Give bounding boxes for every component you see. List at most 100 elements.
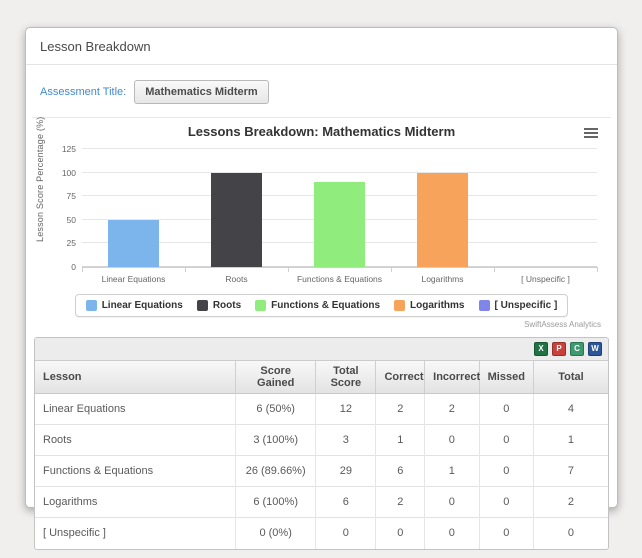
results-table: Lesson Score Gained Total Score Correct Inco… bbox=[35, 361, 608, 549]
legend-swatch-roots bbox=[196, 300, 208, 311]
x-axis-labels: Linear Equations Roots Functions & Equatio… bbox=[82, 274, 597, 284]
table-row: Logarithms 6 (100%) 6 2 0 0 2 bbox=[35, 486, 608, 518]
cell-incorrect: 1 bbox=[424, 455, 480, 487]
bar-cell-logarithms bbox=[391, 149, 494, 267]
cell-lesson: [ Unspecific ] bbox=[35, 517, 236, 549]
table-header-row: Lesson Score Gained Total Score Correct Inco… bbox=[35, 361, 608, 394]
gridline-125 bbox=[82, 148, 597, 149]
bar-roots[interactable] bbox=[210, 172, 263, 267]
cell-correct: 1 bbox=[375, 424, 425, 456]
y-tick-label-100: 100 bbox=[61, 167, 76, 178]
cell-incorrect: 0 bbox=[424, 424, 480, 456]
column-header-lesson: Lesson bbox=[35, 361, 236, 394]
cell-missed: 0 bbox=[478, 424, 534, 456]
x-label-logarithms: Logarithms bbox=[421, 274, 464, 284]
page-title: Lesson Breakdown bbox=[26, 28, 617, 65]
export-excel-icon: X bbox=[534, 342, 548, 356]
table-row: Linear Equations 6 (50%) 12 2 2 0 4 bbox=[35, 393, 608, 425]
cell-score-gained: 6 (100%) bbox=[235, 486, 316, 518]
y-tick-label-75: 75 bbox=[66, 191, 76, 202]
legend-swatch-functions-equations bbox=[255, 300, 267, 311]
y-tick-label-0: 0 bbox=[71, 262, 76, 272]
cell-total-score: 29 bbox=[315, 455, 376, 487]
cell-missed: 0 bbox=[478, 393, 534, 425]
cell-missed: 0 bbox=[478, 486, 534, 518]
export-word-button[interactable]: W bbox=[588, 342, 602, 356]
x-label-unspecific: [ Unspecific ] bbox=[521, 274, 570, 284]
bar-cell-linear-equations bbox=[82, 149, 185, 267]
bar-cell-unspecific bbox=[494, 149, 597, 267]
x-label-linear-equations: Linear Equations bbox=[101, 274, 166, 284]
chart-legend: Linear Equations Roots Functions & Equatio… bbox=[74, 294, 569, 317]
assessment-title-row: Assessment Title: Mathematics Midterm bbox=[40, 80, 603, 104]
column-header-missed: Missed bbox=[478, 361, 534, 394]
table-row: Functions & Equations 26 (89.66%) 29 6 1 0 7 bbox=[35, 455, 608, 487]
table-row: Roots 3 (100%) 3 1 0 0 1 bbox=[35, 424, 608, 456]
x-tick bbox=[82, 267, 83, 272]
cell-total: 2 bbox=[532, 486, 608, 518]
cell-total: 4 bbox=[532, 393, 608, 425]
x-tick bbox=[597, 267, 598, 272]
x-tick bbox=[391, 267, 392, 272]
chart-export-menu-icon[interactable] bbox=[581, 124, 601, 140]
cell-total-score: 6 bbox=[315, 486, 376, 518]
bar-linear-equations[interactable] bbox=[107, 219, 160, 267]
y-axis-title: Lesson Score Percentage (%) bbox=[35, 116, 45, 242]
legend-label: Logarithms bbox=[410, 300, 465, 311]
legend-item-functions-equations[interactable]: Functions & Equations bbox=[255, 300, 380, 311]
divider bbox=[32, 117, 611, 118]
legend-item-roots[interactable]: Roots bbox=[196, 300, 241, 311]
bar-logarithms[interactable] bbox=[416, 172, 469, 267]
x-tick bbox=[185, 267, 186, 272]
column-header-correct: Correct bbox=[375, 361, 425, 394]
legend-item-unspecific[interactable]: [ Unspecific ] bbox=[478, 300, 558, 311]
bar-functions-equations[interactable] bbox=[313, 182, 366, 267]
legend-label: [ Unspecific ] bbox=[494, 300, 558, 311]
export-word-icon: W bbox=[588, 342, 602, 356]
export-pdf-button[interactable]: P bbox=[552, 342, 566, 356]
chart-title: Lessons Breakdown: Mathematics Midterm bbox=[187, 124, 456, 139]
x-tick bbox=[288, 267, 289, 272]
cell-score-gained: 26 (89.66%) bbox=[235, 455, 316, 487]
x-tick bbox=[494, 267, 495, 272]
x-label-functions-equations: Functions & Equations bbox=[296, 274, 383, 284]
export-excel-button[interactable]: X bbox=[534, 342, 548, 356]
bar-cell-functions-equations bbox=[288, 149, 391, 267]
table-row: [ Unspecific ] 0 (0%) 0 0 0 0 0 bbox=[35, 517, 608, 549]
y-tick-label-50: 50 bbox=[66, 214, 76, 225]
legend-item-logarithms[interactable]: Logarithms bbox=[394, 300, 465, 311]
cell-missed: 0 bbox=[478, 455, 534, 487]
y-tick-label-25: 25 bbox=[66, 238, 76, 249]
assessment-title-label: Assessment Title: bbox=[40, 86, 127, 98]
cell-lesson: Logarithms bbox=[35, 486, 236, 518]
legend-swatch-linear-equations bbox=[85, 300, 97, 311]
cell-correct: 6 bbox=[375, 455, 425, 487]
x-label-roots: Roots bbox=[225, 274, 248, 284]
y-tick-label-125: 125 bbox=[61, 144, 76, 154]
plot-area: 0 25 50 75 100 125 bbox=[62, 144, 597, 272]
column-header-total-score: Total Score bbox=[315, 361, 376, 394]
cell-correct: 2 bbox=[375, 393, 425, 425]
cell-incorrect: 2 bbox=[424, 393, 480, 425]
export-csv-button[interactable]: C bbox=[570, 342, 584, 356]
cell-lesson: Linear Equations bbox=[35, 393, 236, 425]
assessment-title-badge[interactable]: Mathematics Midterm bbox=[134, 80, 269, 104]
cell-incorrect: 0 bbox=[424, 486, 480, 518]
cell-total-score: 12 bbox=[315, 393, 376, 425]
cell-score-gained: 0 (0%) bbox=[235, 517, 316, 549]
cell-correct: 2 bbox=[375, 486, 425, 518]
column-header-total: Total bbox=[532, 361, 608, 394]
cell-total: 0 bbox=[532, 517, 608, 549]
cell-score-gained: 6 (50%) bbox=[235, 393, 316, 425]
bar-cell-roots bbox=[185, 149, 288, 267]
cell-lesson: Roots bbox=[35, 424, 236, 456]
chart-credit: SwiftAssess Analytics bbox=[524, 320, 601, 329]
cell-missed: 0 bbox=[478, 517, 534, 549]
legend-item-linear-equations[interactable]: Linear Equations bbox=[85, 300, 183, 311]
column-header-incorrect: Incorrect bbox=[424, 361, 480, 394]
legend-swatch-logarithms bbox=[394, 300, 406, 311]
cell-total-score: 0 bbox=[315, 517, 376, 549]
table-body: Linear Equations 6 (50%) 12 2 2 0 4 Roots 3 (100… bbox=[35, 393, 608, 549]
